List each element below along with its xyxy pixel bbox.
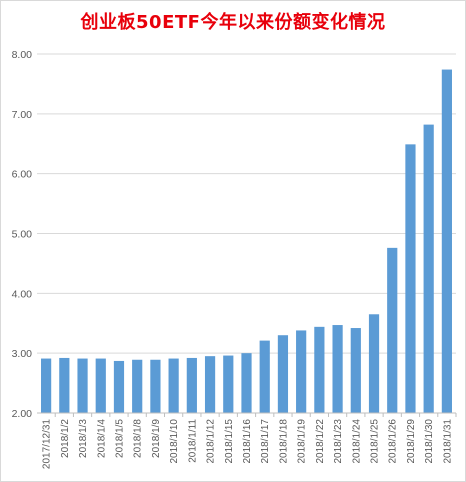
y-tick-label: 2.00 <box>12 408 33 420</box>
x-tick-label: 2018/1/18 <box>278 419 289 464</box>
bar-2018/1/23 <box>332 325 343 413</box>
bar-2018/1/18 <box>277 335 289 413</box>
chart-title: 创业板50ETF今年以来份额变化情况 <box>80 12 386 33</box>
x-tick-label: 2018/1/10 <box>169 419 180 464</box>
bar-2018/1/22 <box>314 326 325 413</box>
x-tick-label: 2018/1/30 <box>424 419 435 464</box>
y-tick-label: 5.00 <box>12 229 33 241</box>
bar-2018/1/4 <box>95 358 106 413</box>
bar-2018/1/3 <box>77 358 88 413</box>
bar-2018/1/8 <box>132 359 143 413</box>
bar-2018/1/19 <box>296 330 307 413</box>
bar-2018/1/11 <box>186 357 197 413</box>
x-tick-label: 2017/12/31 <box>42 419 53 469</box>
x-tick-label: 2018/1/23 <box>333 419 344 464</box>
x-tick-label: 2018/1/26 <box>388 419 399 464</box>
y-tick-label: 6.00 <box>12 169 33 181</box>
x-tick-label: 2018/1/15 <box>224 419 235 464</box>
x-tick-label: 2018/1/4 <box>96 419 107 458</box>
y-axis-ticks: 2.00 3.00 4.00 5.00 6.00 7.00 8.00 <box>12 49 33 420</box>
x-tick-label: 2018/1/16 <box>242 419 253 464</box>
bar-2018/1/30 <box>423 124 434 413</box>
x-tick-label: 2018/1/12 <box>206 419 217 464</box>
bar-2018/1/10 <box>168 358 179 413</box>
x-tick-label: 2018/1/9 <box>151 419 162 458</box>
bar-2018/1/5 <box>113 360 125 413</box>
bar-2018/1/9 <box>150 359 161 413</box>
x-tick-label: 2018/1/22 <box>315 419 326 464</box>
x-tick-label: 2018/1/19 <box>297 419 308 464</box>
x-tick-label: 2018/1/31 <box>442 419 453 464</box>
bar-2018/1/15 <box>223 355 234 413</box>
x-tick-label: 2018/1/24 <box>351 419 362 464</box>
bar-2018/1/31 <box>441 69 452 413</box>
bar-2018/1/16 <box>241 353 252 413</box>
y-tick-label: 7.00 <box>12 109 33 121</box>
x-tick-label: 2018/1/8 <box>133 419 144 458</box>
x-tick-label: 2018/1/5 <box>114 419 125 458</box>
x-axis-ticks: 2017/12/31 2018/1/2 2018/1/3 2018/1/4 2018/1… <box>42 413 457 469</box>
bar-2018/1/17 <box>259 340 270 413</box>
bar-2018/1/29 <box>405 144 416 413</box>
x-tick-label: 2018/1/29 <box>406 419 417 464</box>
y-tick-label: 3.00 <box>12 348 33 360</box>
bar-2018/1/2 <box>59 357 70 413</box>
x-tick-label: 2018/1/3 <box>78 419 89 458</box>
x-tick-label: 2018/1/17 <box>260 419 271 464</box>
bar-2018/1/25 <box>368 314 380 413</box>
y-tick-label: 4.00 <box>12 288 33 300</box>
x-tick-label: 2018/1/11 <box>187 419 198 463</box>
bar-2018/1/26 <box>387 247 398 413</box>
bar-2018/1/12 <box>204 356 216 413</box>
x-tick-label: 2018/1/2 <box>60 419 71 458</box>
x-tick-label: 2018/1/25 <box>370 419 381 464</box>
bar-2018/1/24 <box>350 328 361 413</box>
bars <box>41 69 452 413</box>
bar-2017/12/31 <box>41 358 52 413</box>
y-tick-label: 8.00 <box>12 49 33 61</box>
